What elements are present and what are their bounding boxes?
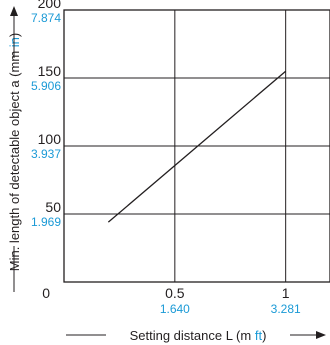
y-tick-sublabel: 5.906 [31,79,61,93]
y-axis-title: Min. length of detectable object a (mm i… [7,33,22,271]
x-axis-title: Setting distance L (m ft) [130,328,267,343]
y-tick-sublabel: 3.937 [31,147,61,161]
x-axis-title-arrow [316,331,326,339]
series-layer [107,70,287,223]
y-axis-title-prefix: Min. length of detectable object a (mm [7,47,22,271]
plot-frame [63,9,330,283]
y-axis-title-arrow [10,6,18,16]
x-axis-title-prefix: Setting distance L (m [130,328,255,343]
series-line [107,70,287,223]
y-tick-label: 100 [38,131,62,147]
x-axis-title-group: Setting distance L (m ft) [66,328,326,343]
x-tick-sublabel: 1.640 [160,302,190,316]
y-tick-sublabel: 1.969 [31,215,61,229]
x-tick-label: 1 [282,285,290,301]
y-tick-label: 50 [45,199,61,215]
y-tick-label: 150 [38,63,62,79]
x-axis-title-unit: ft [255,328,263,343]
x-axis-title-suffix: ) [262,328,266,343]
x-tick-label: 0.5 [165,285,185,301]
x-tick-sublabel: 3.281 [271,302,301,316]
y-tick-sublabel: 7.874 [31,11,61,25]
y-axis-title-group: Min. length of detectable object a (mm i… [7,6,22,292]
y-tick-label: 200 [38,0,62,11]
x-tick-label: 0 [42,285,50,301]
